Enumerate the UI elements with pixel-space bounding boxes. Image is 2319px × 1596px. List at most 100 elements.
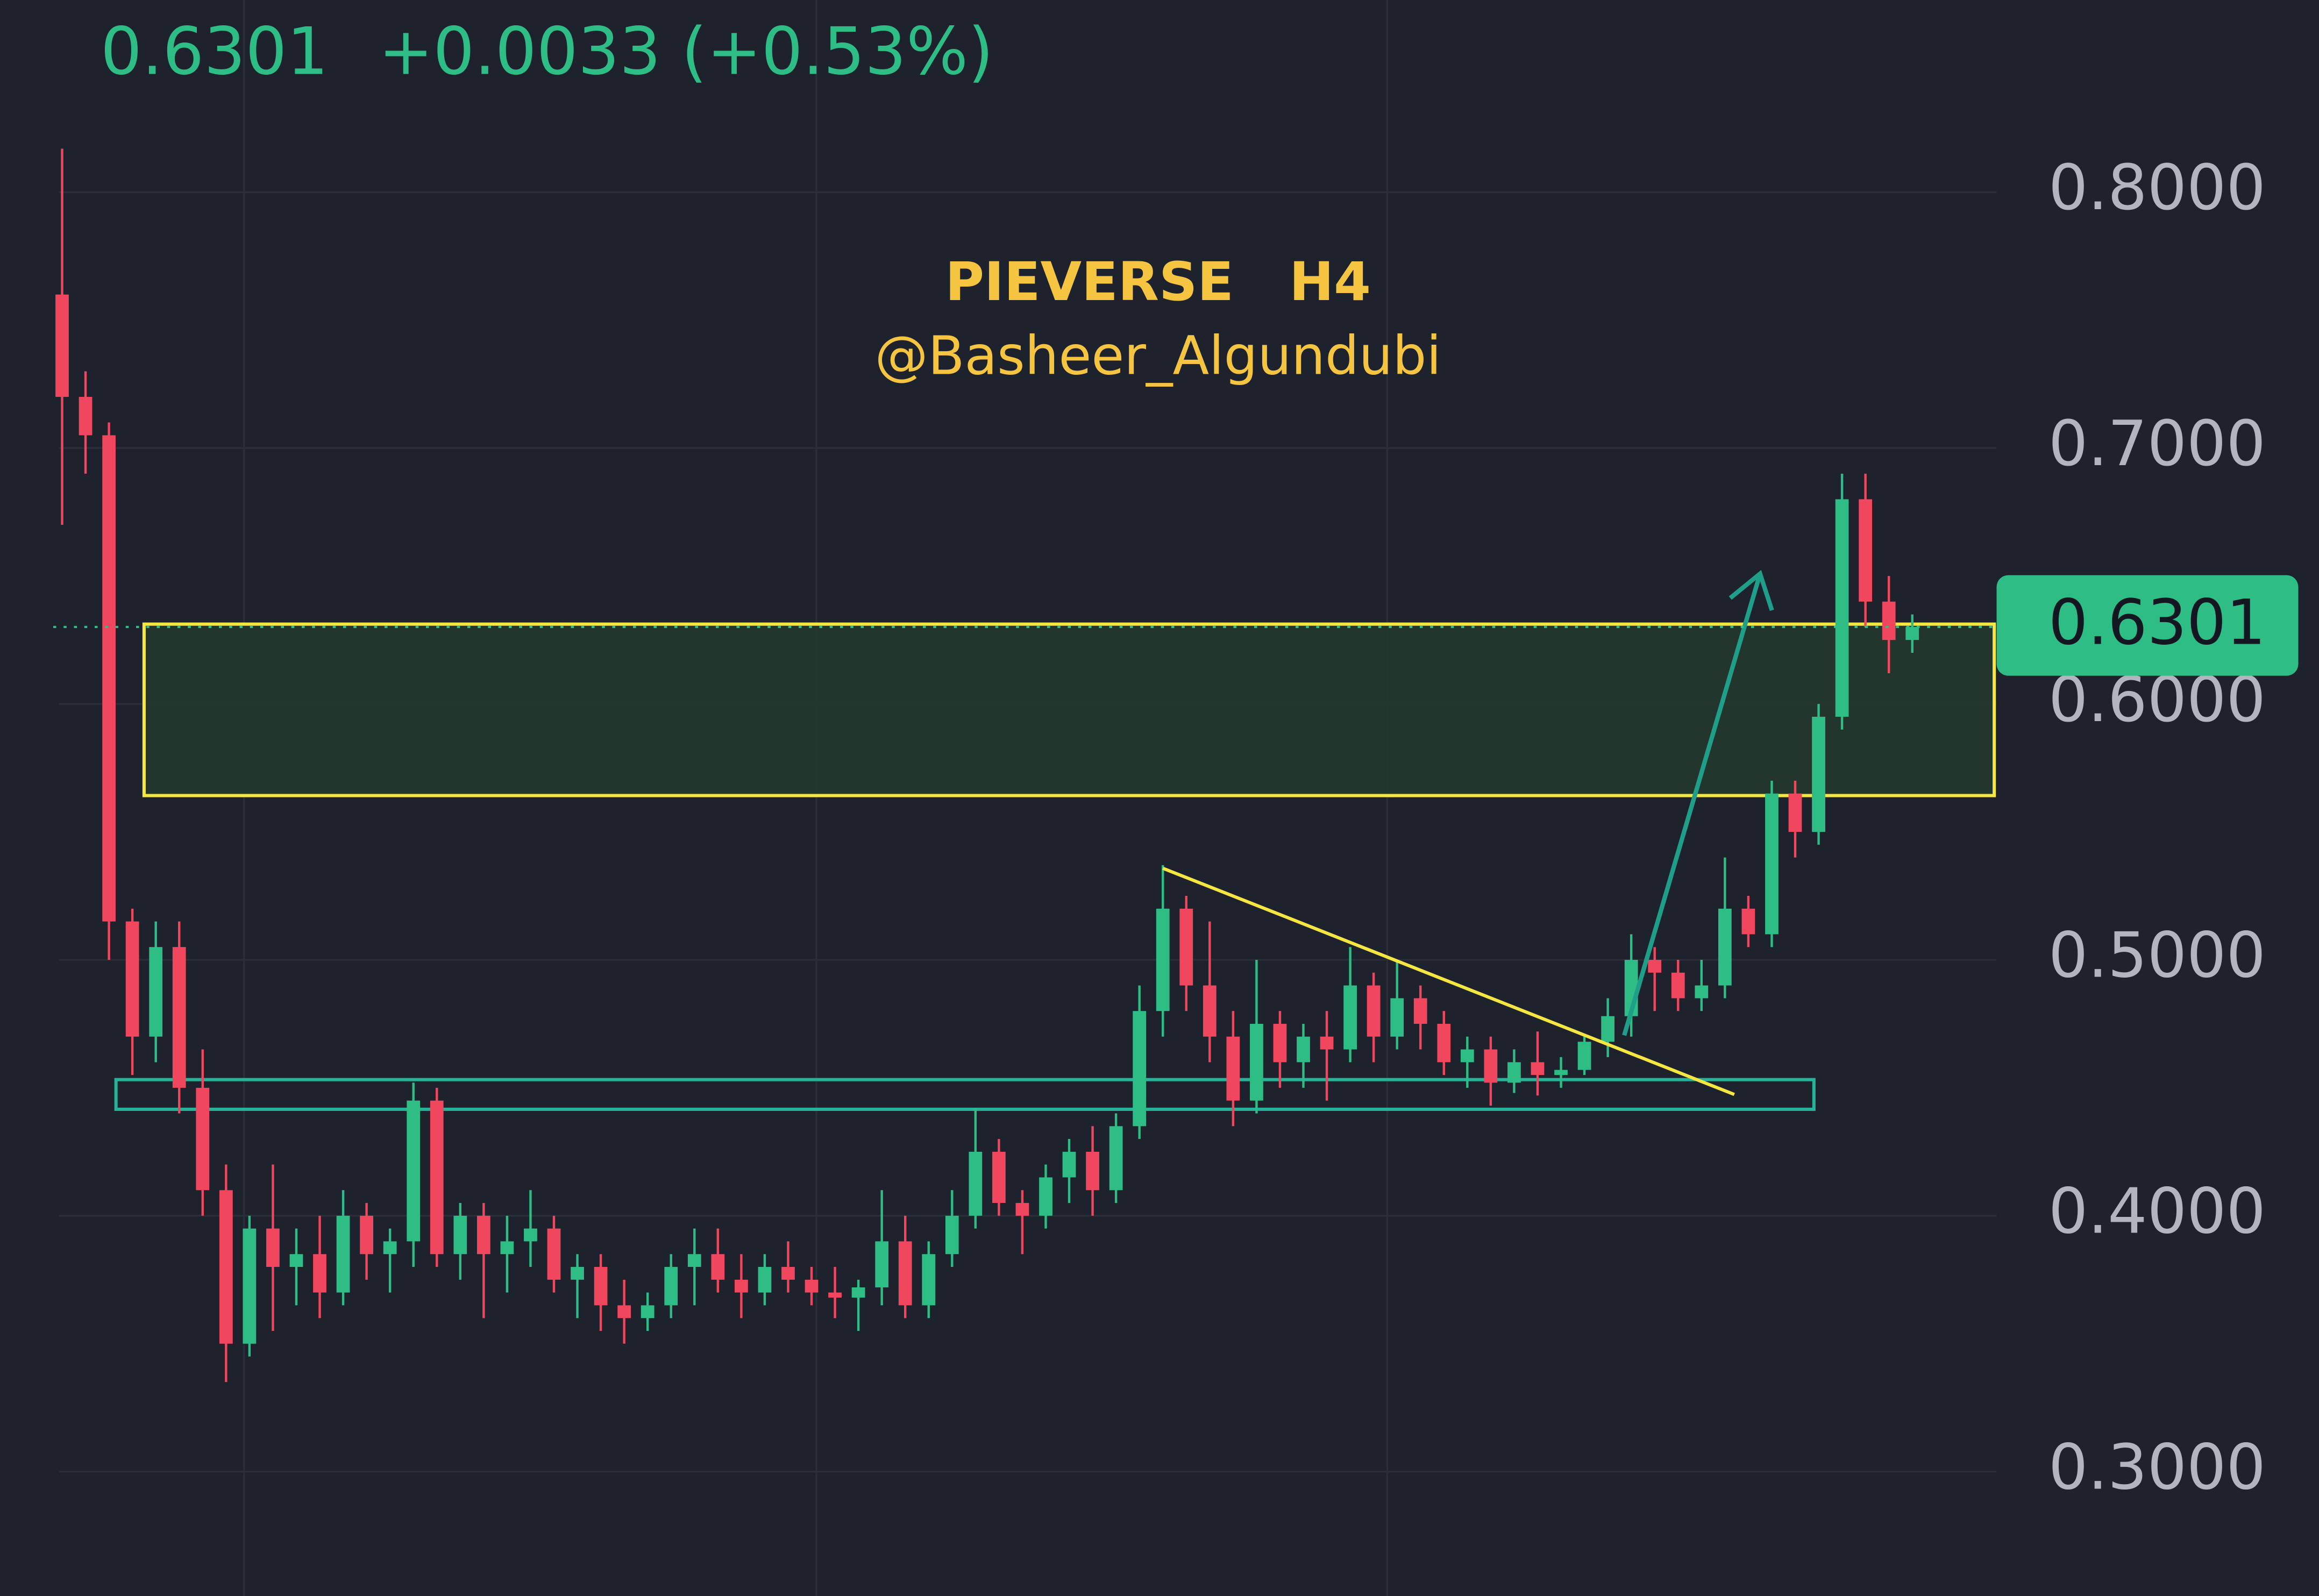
candle-body: [1320, 1036, 1334, 1050]
chart-subtitle: @Basheer_Algundubi: [875, 325, 1441, 387]
candle-body: [1343, 985, 1357, 1050]
candle-body: [1601, 1016, 1615, 1042]
candle-body: [1109, 1126, 1123, 1191]
candle-body: [360, 1215, 373, 1255]
candle-body: [1250, 1023, 1263, 1101]
candle-body: [1226, 1036, 1240, 1101]
candle-body: [1765, 793, 1779, 935]
candle-body: [992, 1151, 1006, 1203]
candle-body: [1039, 1177, 1052, 1216]
candle-body: [1460, 1049, 1474, 1063]
candle-body: [664, 1267, 678, 1306]
last-price-tag: [1996, 575, 2299, 676]
candle-body: [1835, 499, 1849, 717]
candle-body: [500, 1241, 514, 1255]
arrow-head: [1728, 569, 1774, 611]
candle-body: [1554, 1070, 1568, 1075]
candle-body: [430, 1100, 444, 1255]
candle-body: [547, 1228, 561, 1280]
candle-body: [1133, 1011, 1147, 1127]
candle-body: [851, 1287, 865, 1298]
candle-body: [313, 1254, 326, 1293]
zone: [142, 622, 1996, 797]
candle-body: [407, 1100, 421, 1242]
candle-body: [1086, 1151, 1099, 1191]
candle-body: [266, 1228, 280, 1267]
trend-line: [1162, 866, 1735, 1096]
last-price-label: 0.6301: [2048, 587, 2266, 659]
candle-body: [828, 1292, 842, 1298]
y-tick-label: 0.8000: [2048, 152, 2266, 224]
candle-body: [196, 1087, 210, 1191]
candle-body: [172, 947, 186, 1088]
candles: [55, 148, 1919, 1383]
candle-body: [243, 1228, 257, 1344]
candle-body: [1413, 998, 1427, 1024]
y-tick-label: 0.6000: [2048, 664, 2266, 736]
candle-body: [594, 1267, 608, 1306]
candle-body: [875, 1241, 889, 1288]
candle-body: [1507, 1062, 1521, 1083]
candle-body: [1390, 998, 1404, 1037]
candle-body: [125, 921, 139, 1037]
candle-body: [641, 1305, 655, 1319]
candle-body: [383, 1241, 397, 1255]
candle-body: [781, 1267, 795, 1280]
candle-body: [453, 1215, 467, 1255]
candle-body: [1741, 908, 1755, 935]
candle-body: [1437, 1023, 1451, 1063]
candle-body: [1695, 985, 1709, 999]
candle-body: [735, 1279, 748, 1293]
y-tick-label: 0.5000: [2048, 920, 2266, 992]
candle-body: [1297, 1036, 1310, 1063]
chart-title: PIEVERSE H4: [945, 251, 1371, 313]
y-tick-label: 0.4000: [2048, 1176, 2266, 1248]
candle-body: [1671, 972, 1685, 999]
candle-body: [55, 294, 69, 397]
candle-body: [289, 1254, 303, 1267]
candle-body: [1905, 626, 1919, 640]
candle-body: [1179, 908, 1193, 986]
candle-body: [1015, 1203, 1029, 1216]
candle-body: [1882, 601, 1896, 640]
candle-body: [1367, 985, 1381, 1037]
header-price: 0.6301: [101, 14, 328, 90]
candle-body: [102, 435, 116, 922]
y-tick-label: 0.3000: [2048, 1431, 2266, 1504]
y-tick-label: 0.7000: [2048, 408, 2266, 480]
candle-body: [524, 1228, 537, 1242]
candle-body: [1484, 1049, 1498, 1083]
candle-body: [79, 397, 93, 436]
zone: [114, 1078, 1816, 1111]
candle-body: [805, 1279, 819, 1293]
candle-body: [758, 1267, 772, 1293]
candle-body: [219, 1190, 233, 1344]
candle-body: [1577, 1042, 1591, 1070]
overlay: [53, 569, 1997, 1096]
candle-body: [945, 1215, 959, 1255]
candle-body: [1273, 1023, 1287, 1063]
candle-body: [1531, 1062, 1545, 1075]
candle-body: [149, 947, 163, 1037]
header-change: +0.0033 (+0.53%): [379, 14, 993, 90]
arrow-line: [1622, 573, 1762, 1036]
candle-body: [1062, 1151, 1076, 1178]
annotations: [114, 622, 1996, 1111]
candle-body: [969, 1151, 983, 1216]
candle-body: [1788, 793, 1802, 832]
candle-body: [1648, 959, 1662, 973]
candle-body: [336, 1215, 350, 1293]
candle-body: [476, 1215, 490, 1255]
candle-body: [571, 1267, 584, 1280]
candle-body: [711, 1254, 725, 1280]
candle-body: [1812, 716, 1825, 832]
candle-body: [1203, 985, 1217, 1037]
candle-body: [687, 1254, 701, 1267]
candle-body: [1156, 908, 1170, 1011]
candle-body: [1859, 499, 1873, 602]
candle-body: [898, 1241, 912, 1306]
candle-body: [922, 1254, 936, 1306]
